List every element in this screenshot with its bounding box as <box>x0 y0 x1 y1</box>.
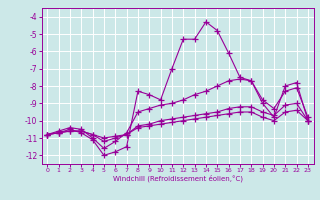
X-axis label: Windchill (Refroidissement éolien,°C): Windchill (Refroidissement éolien,°C) <box>113 175 243 182</box>
